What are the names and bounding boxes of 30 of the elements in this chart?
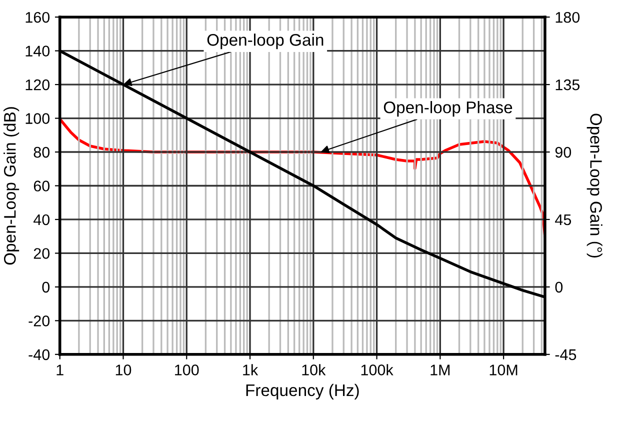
x-axis-title: Frequency (Hz) [246,384,359,400]
y-tick-label: 80 [34,146,50,158]
y-tick-label: 140 [26,46,50,56]
y-tick-label: 40 [33,214,50,226]
x-tick-label: 10 [116,364,132,376]
y2-tick-label: 45 [555,214,572,226]
y-tick-label: 120 [26,79,50,90]
y-tick-label: -20 [28,316,50,326]
x-tick-label: 100k [361,364,394,376]
y2-tick-label: 90 [555,146,572,158]
y2-axis-title: Open-Loop Gain (°) [586,114,602,258]
y-tick-label: -40 [28,349,50,360]
x-tick-label: 100 [175,364,199,376]
x-tick-label: 10M [490,364,518,376]
x-tick-label: 1 [56,364,64,376]
y-tick-label: 160 [26,12,50,23]
y-tick-label: 0 [42,282,50,293]
y-tick-label: 100 [26,113,50,124]
annotation: Open-loop Gain [207,34,324,50]
y-tick-label: 60 [34,180,50,192]
y2-tick-label: -45 [555,349,576,360]
x-tick-label: 1k [243,364,258,376]
y2-tick-label: 180 [556,12,580,23]
y-tick-label: 20 [34,248,50,259]
annotation: Open-loop Phase [384,101,512,117]
y2-tick-label: 135 [556,79,580,90]
y-axis-title: Open-Loop Gain (dB) [4,107,20,265]
x-tick-label: 10k [302,364,326,376]
x-tick-label: 1M [430,364,450,376]
y2-tick-label: 0 [555,282,563,293]
